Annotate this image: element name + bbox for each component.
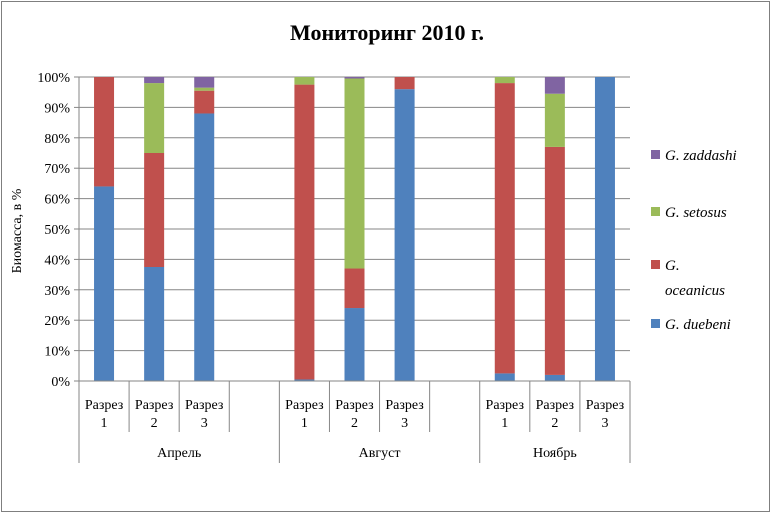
bar-segment (144, 77, 165, 84)
bar-segment (94, 186, 115, 381)
legend-label: G. (665, 258, 680, 274)
y-tick-label: 50% (44, 223, 70, 238)
bar-segment (394, 89, 415, 381)
x-tick-label: Разрез (85, 398, 124, 413)
bar-segment (544, 374, 565, 381)
bar-segment (544, 77, 565, 94)
x-tick-label: 1 (101, 416, 108, 431)
x-tick-label: Разрез (285, 398, 324, 413)
bar-segment (344, 308, 365, 381)
y-tick-label: 40% (44, 253, 70, 268)
x-tick-label: Разрез (335, 398, 374, 413)
x-tick-label: Разрез (486, 398, 525, 413)
bar-segment (144, 83, 165, 153)
legend-label: G. duebeni (665, 317, 731, 333)
legend-swatch (651, 319, 660, 328)
bar-segment (94, 77, 115, 187)
bar-segment (494, 83, 515, 374)
y-tick-label: 100% (37, 71, 70, 86)
x-tick-label: 1 (501, 416, 508, 431)
y-axis-label: Биомасса, в % (10, 188, 25, 273)
y-tick-label: 60% (44, 193, 70, 208)
bar-segment (594, 77, 615, 381)
legend-label: G. setosus (665, 205, 727, 221)
legend-swatch (651, 207, 660, 216)
y-tick-label: 90% (44, 101, 70, 116)
bar-segment (194, 77, 215, 88)
x-tick-label: 2 (551, 416, 558, 431)
bar-segment (344, 78, 365, 269)
y-tick-label: 70% (44, 162, 70, 177)
bar-segment (544, 146, 565, 375)
y-tick-label: 80% (44, 132, 70, 147)
x-tick-label: 3 (601, 416, 608, 431)
legend-swatch (651, 260, 660, 269)
x-tick-label: Разрез (135, 398, 174, 413)
bar-segment (494, 77, 515, 84)
legend: G. zaddashi G. setosus G. oceanicus G. duebe… (651, 148, 737, 333)
bar-segment (294, 77, 315, 85)
bar-segment (494, 373, 515, 381)
y-tick-label: 0% (51, 375, 70, 390)
x-tick-label: 2 (351, 416, 358, 431)
legend-swatch (651, 150, 660, 159)
y-tick-label: 10% (44, 345, 70, 360)
bars (94, 77, 615, 381)
x-axis: Разрез1Разрез2Разрез3АпрельРазрез1Разрез… (78, 380, 631, 463)
bar-segment (344, 268, 365, 309)
x-tick-label: 3 (401, 416, 408, 431)
x-group-label: Апрель (157, 446, 201, 461)
bar-segment (144, 267, 165, 381)
x-group-label: Август (359, 446, 401, 461)
x-group-label: Ноябрь (533, 446, 577, 461)
bar-segment (344, 77, 365, 79)
bar-segment (544, 93, 565, 147)
chart-title: Мониторинг 2010 г. (290, 20, 484, 45)
bar-segment (194, 87, 215, 91)
y-tick-label: 30% (44, 284, 70, 299)
bar-segment (394, 77, 415, 90)
legend-label: G. zaddashi (665, 148, 737, 164)
y-tick-label: 20% (44, 314, 70, 329)
x-tick-label: Разрез (536, 398, 575, 413)
x-tick-label: Разрез (586, 398, 625, 413)
x-tick-label: 2 (151, 416, 158, 431)
bar-segment (294, 379, 315, 381)
bar-segment (144, 153, 165, 267)
x-tick-label: Разрез (385, 398, 424, 413)
y-axis-ticks: 0% 10% 20% 30% 40% 50% 60% 70% 80% 90% 100% (37, 71, 79, 390)
x-tick-label: 1 (301, 416, 308, 431)
bar-segment (294, 84, 315, 380)
bar-segment (194, 113, 215, 381)
legend-label: oceanicus (665, 283, 725, 299)
bar-segment (194, 90, 215, 114)
x-tick-label: Разрез (185, 398, 224, 413)
x-tick-label: 3 (201, 416, 208, 431)
